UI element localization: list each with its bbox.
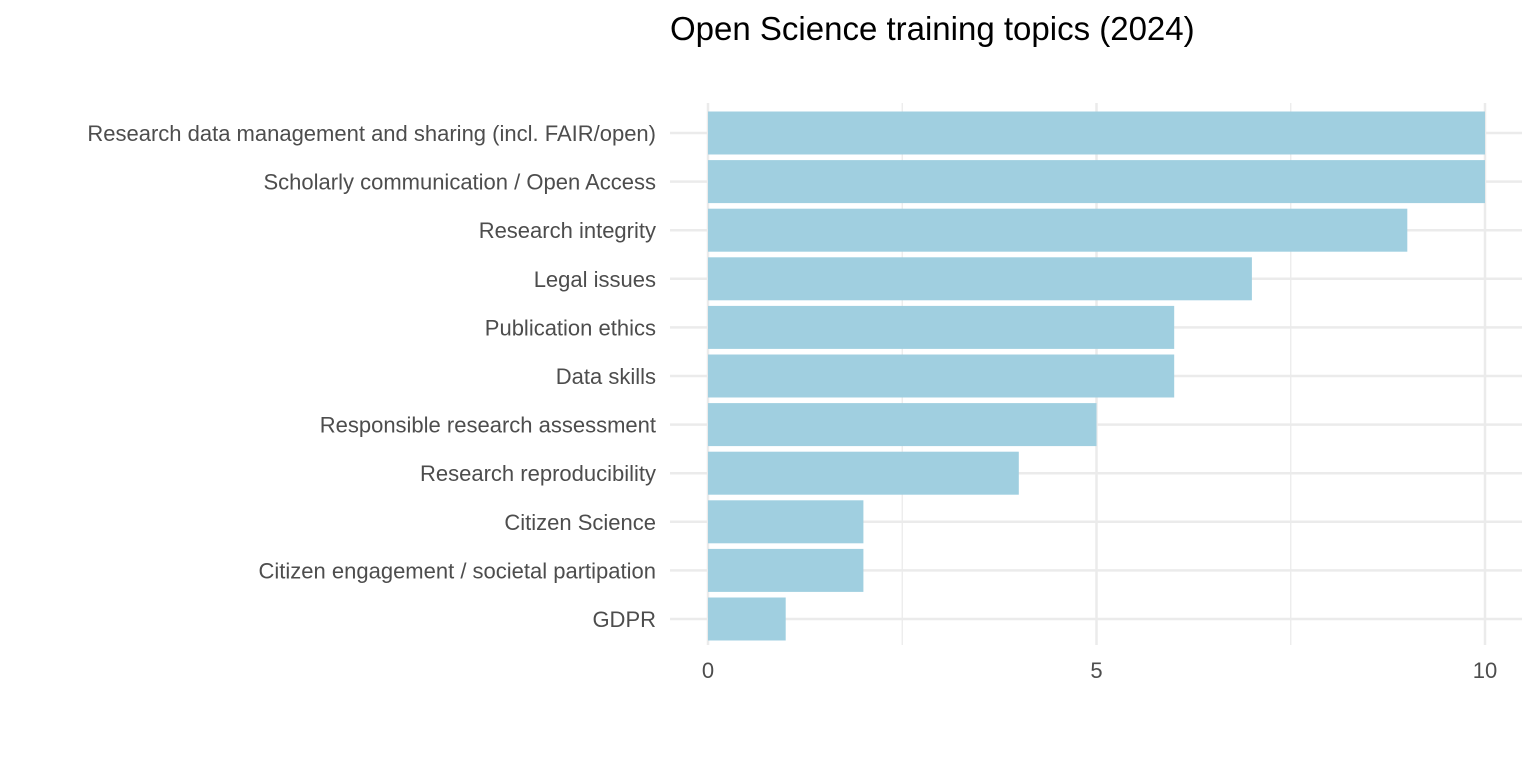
bar [708, 548, 864, 592]
category-label: GDPR [592, 607, 656, 632]
bar [708, 111, 1485, 155]
category-label: Research integrity [479, 218, 656, 243]
x-tick-label: 5 [1090, 658, 1102, 683]
bar [708, 354, 1175, 398]
category-label: Data skills [556, 364, 656, 389]
category-label: Scholarly communication / Open Access [263, 170, 656, 195]
category-label: Research data management and sharing (in… [87, 121, 656, 146]
bar [708, 403, 1097, 447]
category-label: Citizen engagement / societal partipatio… [259, 558, 656, 583]
bar [708, 597, 786, 641]
x-tick-label: 0 [702, 658, 714, 683]
x-axis-ticks: 0 5 10 [702, 658, 1497, 683]
bar [708, 305, 1175, 349]
bars [708, 111, 1485, 641]
category-label: Research reproducibility [420, 461, 656, 486]
chart-title: Open Science training topics (2024) [670, 10, 1195, 47]
category-labels: Research data management and sharing (in… [87, 121, 656, 632]
category-label: Responsible research assessment [320, 413, 656, 438]
x-tick-label: 10 [1473, 658, 1497, 683]
bar [708, 500, 864, 544]
category-label: Citizen Science [504, 510, 656, 535]
bar [708, 160, 1485, 204]
bar [708, 208, 1408, 252]
category-label: Legal issues [534, 267, 656, 292]
bar [708, 257, 1252, 301]
category-label: Publication ethics [485, 315, 656, 340]
bar [708, 451, 1019, 495]
